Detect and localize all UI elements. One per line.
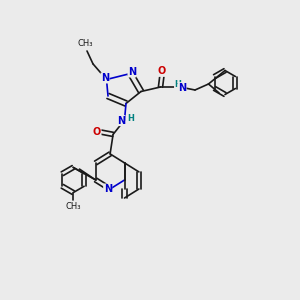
Text: H: H bbox=[175, 80, 181, 89]
Text: N: N bbox=[178, 82, 186, 93]
Text: CH₃: CH₃ bbox=[78, 39, 93, 48]
Text: N: N bbox=[128, 67, 136, 77]
Text: N: N bbox=[117, 116, 125, 126]
Text: N: N bbox=[101, 73, 109, 83]
Text: N: N bbox=[103, 184, 112, 194]
Text: CH₃: CH₃ bbox=[65, 202, 81, 211]
Text: O: O bbox=[93, 127, 101, 137]
Text: O: O bbox=[158, 66, 166, 76]
Text: H: H bbox=[127, 114, 134, 123]
